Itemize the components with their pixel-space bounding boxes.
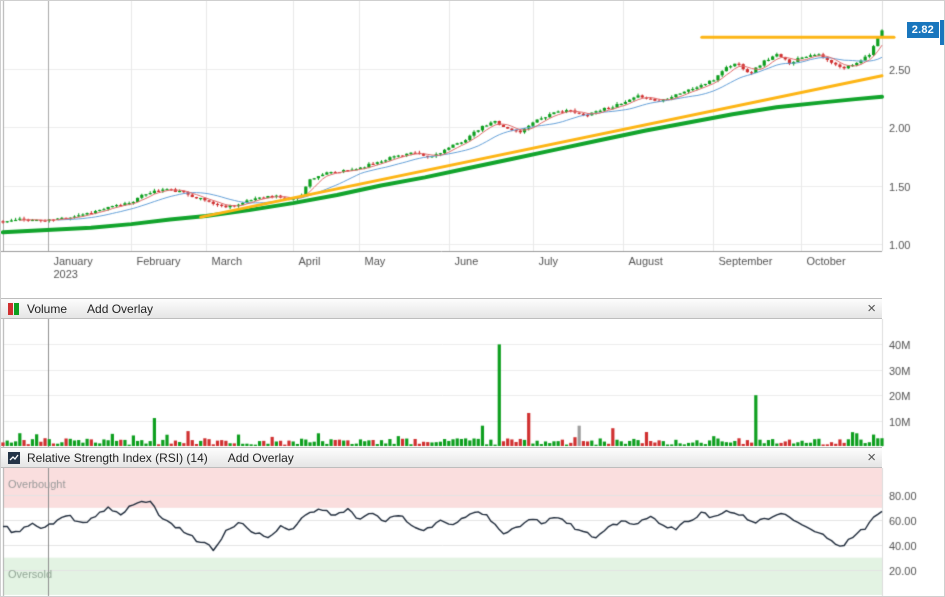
rsi-panel-header: Relative Strength Index (RSI) (14) Add O…	[1, 447, 882, 468]
volume-legend-icon	[8, 302, 20, 315]
volume-panel-header: Volume Add Overlay ×	[1, 298, 882, 319]
rsi-add-overlay-link[interactable]: Add Overlay	[227, 450, 294, 465]
rsi-chart-canvas[interactable]	[1, 468, 944, 596]
rsi-legend-icon	[8, 451, 20, 464]
volume-chart-canvas[interactable]	[1, 319, 944, 447]
volume-panel: Volume Add Overlay ×	[1, 298, 944, 447]
rsi-panel-title: Relative Strength Index (RSI) (14)	[27, 450, 208, 465]
volume-add-overlay-link[interactable]: Add Overlay	[87, 301, 154, 316]
volume-close-button[interactable]: ×	[867, 300, 876, 317]
rsi-close-button[interactable]: ×	[867, 449, 876, 466]
last-price-marker	[940, 20, 944, 45]
rsi-panel: Relative Strength Index (RSI) (14) Add O…	[1, 447, 944, 596]
last-price-badge: 2.82	[906, 22, 939, 38]
volume-panel-title: Volume	[27, 301, 68, 316]
price-panel: 2.82	[1, 1, 944, 298]
price-chart-canvas[interactable]	[1, 1, 944, 298]
